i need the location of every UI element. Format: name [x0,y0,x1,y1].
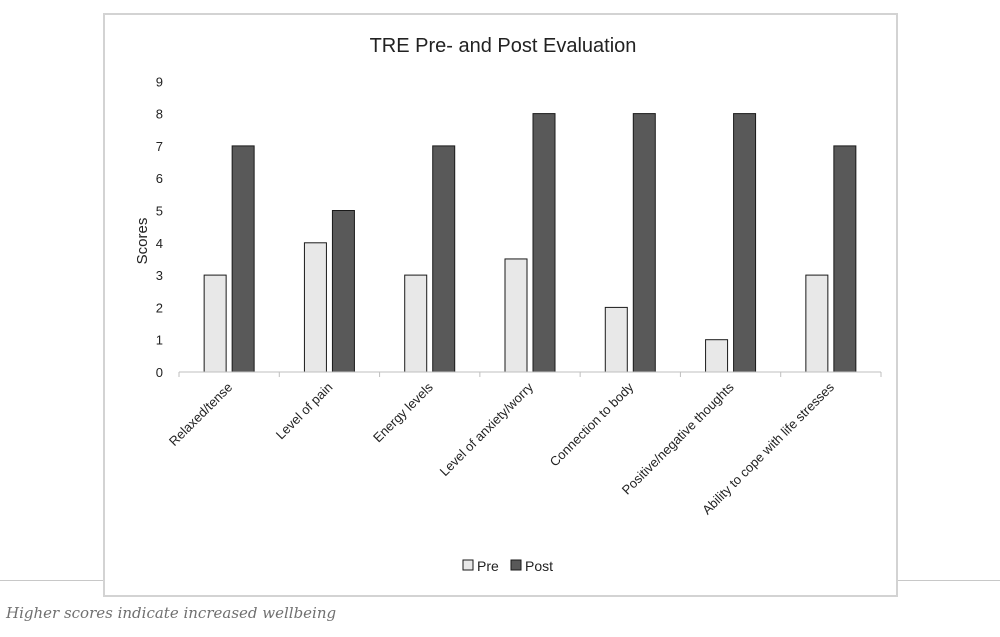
y-tick-label: 8 [156,107,163,122]
bar-pre-3 [404,274,428,373]
legend-swatch-pre [462,559,474,571]
bar-post-2 [331,210,355,373]
legend: Pre Post [462,558,553,574]
x-axis-labels: Relaxed/tense Level of pain Energy levels L… [166,379,837,517]
y-tick-label: 7 [156,139,163,154]
figure-caption: Higher scores indicate increased wellbei… [6,604,337,622]
y-tick-label: 4 [156,236,163,251]
x-tick-label: Energy levels [370,379,436,445]
y-tick-label: 9 [156,74,163,89]
bars [203,113,857,373]
y-tick-label: 1 [156,333,163,348]
bar-post-5 [632,113,656,373]
bar-post-7 [833,145,857,373]
y-axis-label: Scores [134,218,151,265]
bar-pre-4 [504,258,528,373]
bar-post-1 [231,145,255,373]
y-tick-label: 6 [156,171,163,186]
divider-right [898,580,1000,581]
bar-pre-5 [604,306,628,373]
bar-pre-2 [303,242,327,373]
y-tick-label: 3 [156,268,163,283]
chart-frame: TRE Pre- and Post Evaluation Scores 0 1 2 3… [103,13,898,597]
bar-post-3 [432,145,456,373]
bar-pre-6 [705,339,729,373]
y-axis-ticks: 0 1 2 3 4 5 6 7 8 9 [156,74,163,380]
divider-left [0,580,103,581]
bar-post-4 [532,113,556,373]
bar-pre-7 [805,274,829,373]
x-tick-label: Relaxed/tense [166,380,235,449]
y-tick-label: 5 [156,204,163,219]
chart-title: TRE Pre- and Post Evaluation [370,35,637,57]
legend-swatch-post [510,559,522,571]
x-axis-ticks [178,372,882,377]
x-tick-label: Connection to body [547,379,637,469]
y-tick-label: 2 [156,300,163,315]
x-tick-label: Positive/negative thoughts [619,379,737,497]
legend-label-post: Post [525,558,553,574]
bar-pre-1 [203,274,227,373]
y-tick-label: 0 [156,365,163,380]
bar-post-6 [733,113,757,373]
x-tick-label: Level of pain [273,380,336,443]
x-tick-label: Level of anxiety/worry [437,379,537,479]
bar-chart: TRE Pre- and Post Evaluation Scores 0 1 2 3… [134,35,882,574]
legend-label-pre: Pre [477,558,499,574]
